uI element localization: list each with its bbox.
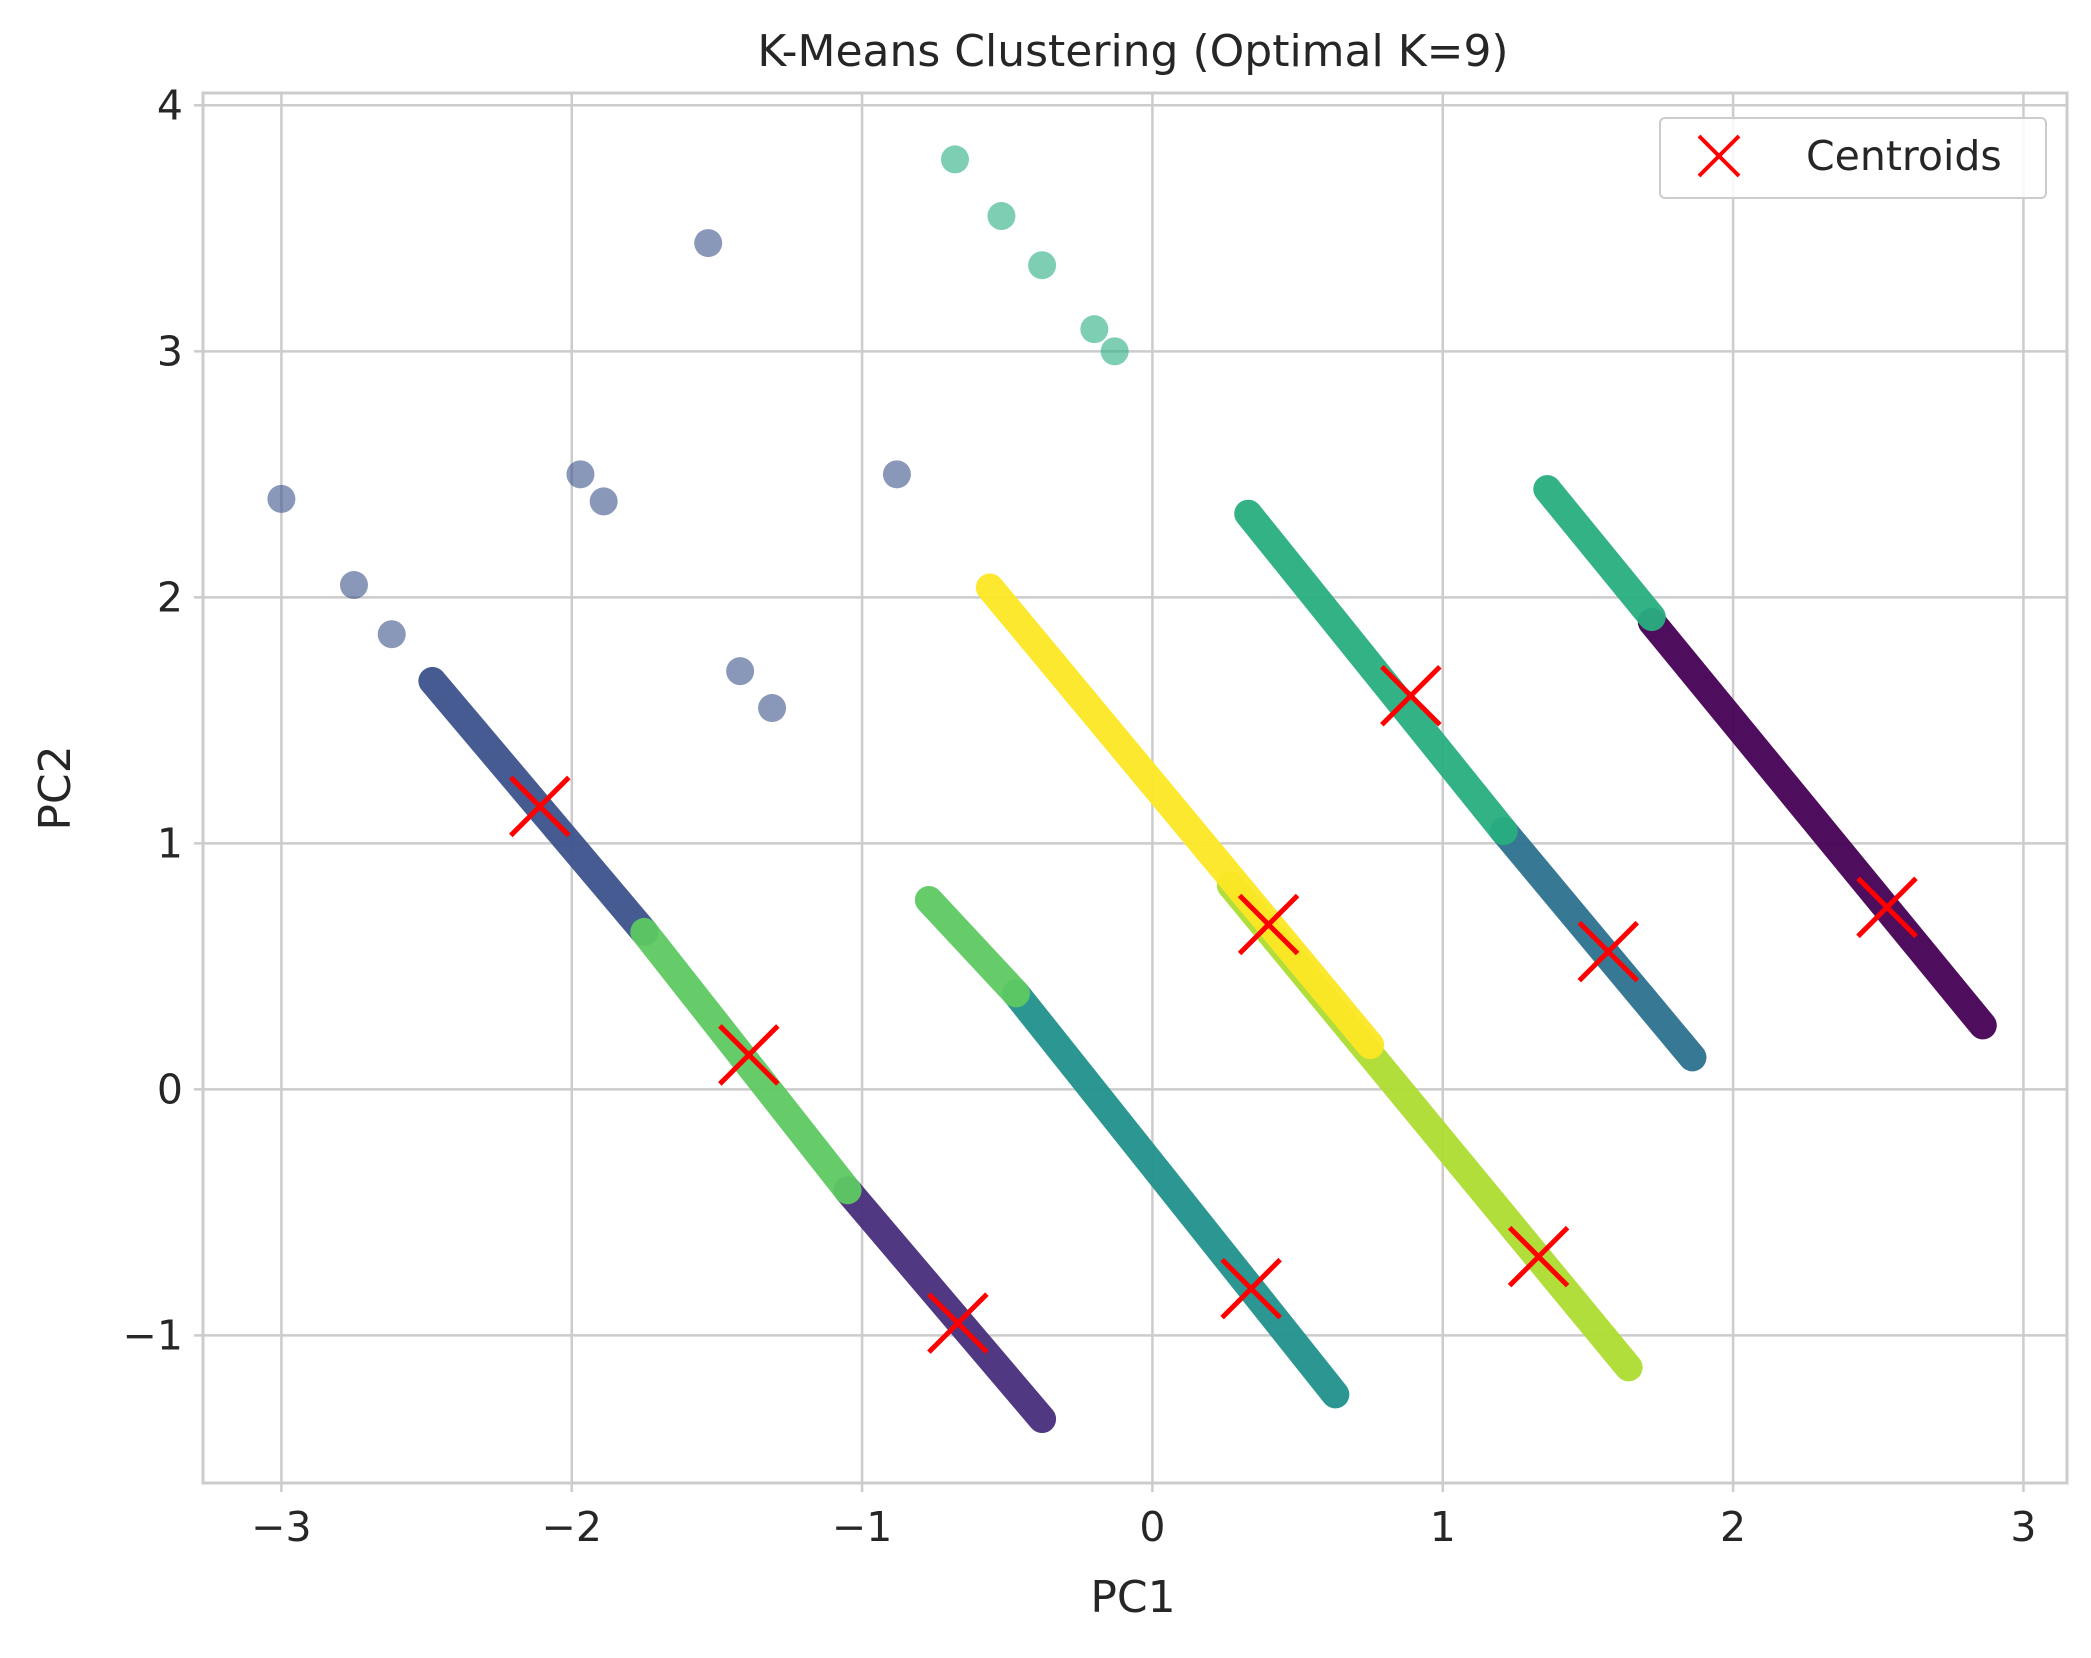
centroid-marker <box>1220 1257 1282 1320</box>
cluster-2-point <box>726 657 755 686</box>
centroid-marker <box>1577 920 1640 983</box>
centroid-marker <box>1237 893 1300 956</box>
cluster-8-point-band <box>975 573 1385 1060</box>
cluster-5-point-band <box>1533 475 1666 632</box>
y-tick-label: 3 <box>157 327 183 375</box>
plot-frame <box>201 91 2069 1485</box>
legend-centroid-marker <box>1697 134 1741 178</box>
centroid-marker <box>718 1024 780 1086</box>
y-axis-ticks: −1 0 1 2 3 4 <box>123 81 203 1359</box>
centroid-marker <box>1856 876 1918 939</box>
cluster-2-point <box>882 460 911 489</box>
x-tick-label: 0 <box>1139 1503 1165 1551</box>
centroid-marker <box>1507 1225 1570 1288</box>
cluster-2-point <box>694 229 723 258</box>
grid-lines <box>203 93 2067 1483</box>
x-tick-label: 1 <box>1430 1503 1456 1551</box>
cluster-2-point <box>339 571 368 600</box>
x-axis-label: PC1 <box>1090 1572 1175 1623</box>
cluster-0 <box>1637 607 1997 1040</box>
cluster-2-point <box>758 694 787 723</box>
legend: Centroids <box>1659 117 2047 199</box>
y-axis-label: PC2 <box>30 745 81 830</box>
y-tick-label: −1 <box>123 1311 183 1359</box>
cluster-2 <box>267 229 911 946</box>
cluster-5-point <box>1100 337 1129 366</box>
y-tick-label: 1 <box>157 819 183 867</box>
legend-box <box>1659 117 2047 199</box>
x-axis-ticks: −3 −2 −1 0 1 2 3 <box>251 1483 2036 1551</box>
x-tick-label: −2 <box>542 1503 602 1551</box>
x-tick-label: −3 <box>251 1503 311 1551</box>
cluster-8 <box>975 573 1385 1060</box>
cluster-2-point <box>566 460 595 489</box>
legend-label-centroids: Centroids <box>1806 132 2002 180</box>
y-tick-label: 2 <box>157 573 183 621</box>
x-tick-label: −1 <box>832 1503 892 1551</box>
cluster-5-point <box>987 202 1016 231</box>
cluster-5-point <box>1080 315 1109 344</box>
cluster-5-point-band <box>1234 499 1518 846</box>
centroid-marker <box>1380 664 1442 727</box>
cluster-2-point <box>267 484 296 513</box>
x-tick-label: 2 <box>1720 1503 1746 1551</box>
cluster-6-point-band <box>914 885 1030 1008</box>
cluster-1-point-band <box>833 1176 1057 1434</box>
cluster-0-point-band <box>1637 607 1997 1040</box>
centroid-marker <box>509 775 571 838</box>
cluster-5-point <box>940 145 969 174</box>
y-tick-label: 4 <box>157 81 183 129</box>
cluster-1 <box>833 1176 1057 1434</box>
cluster-5 <box>940 145 1666 846</box>
cluster-5-point <box>1028 251 1057 280</box>
centroid-marker <box>927 1292 989 1354</box>
cluster-4 <box>1001 979 1350 1409</box>
cluster-2-point <box>589 487 618 516</box>
centroid-markers <box>509 664 1918 1354</box>
cluster-2-point <box>377 620 406 649</box>
chart-title: K-Means Clustering (Optimal K=9) <box>757 26 1508 77</box>
cluster-4-point-band <box>1001 979 1350 1409</box>
y-tick-label: 0 <box>157 1065 183 1113</box>
x-tick-label: 3 <box>2010 1503 2036 1551</box>
